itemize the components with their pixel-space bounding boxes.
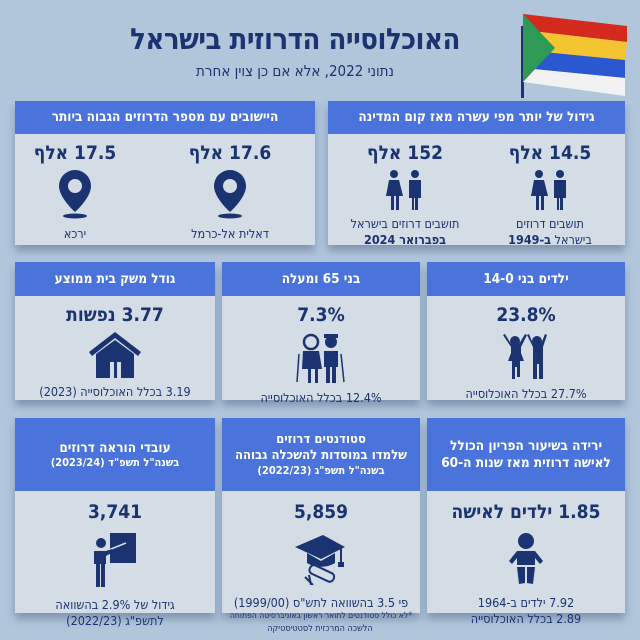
elderly-couple-icon (296, 333, 345, 383)
druze-flag-icon (521, 14, 627, 98)
teachers-title-line2: בשנה"ל תשפ"ד (2023/24) (50, 456, 180, 469)
graduation-cap-icon (295, 535, 345, 585)
map-pin-icon (214, 170, 246, 219)
source-credit: הלשכה המרכזית לסטטיסטיקה (267, 624, 373, 634)
label-date: בפברואר 2024 (364, 232, 446, 248)
localities-card-title: היישובים עם מספר הדרוזים הגבוה ביותר (15, 101, 315, 134)
baby-icon (509, 533, 543, 584)
students-title-line1: סטודנטים דרוזים (276, 432, 366, 448)
comparison-note: פי 3.5 בהשוואה לתש"ס (1999/00) (233, 595, 409, 610)
page-subtitle: נתוני 2022, אלא אם כן צוין אחרת (196, 62, 394, 80)
growth-card-title: גידול של יותר מפי עשרה מאז קום המדינה (328, 101, 625, 134)
footnote: *לא כולל סטודנטים לתואר ראשון באוניברסיט… (229, 611, 413, 622)
fertility-1964: 7.92 ילדים ב-1964 (477, 595, 575, 610)
students-card: סטודנטים דרוזים שלמדו במוסדות להשכלה גבו… (222, 418, 420, 621)
students-title-line2: שלמדו במוסדות להשכלה גבוהה (234, 447, 408, 463)
value: 14.5 אלף (508, 142, 592, 164)
value: 1.85 ילדים לאישה (451, 501, 601, 523)
locality-name: דאלית אל-כרמל (191, 226, 269, 241)
label-year: ב-1949 (508, 232, 552, 248)
teachers-title-line1: עובדי הוראה דרוזים (59, 439, 171, 456)
value: 7.3% (297, 304, 345, 326)
comparison-note: 2.89 בכלל האוכלוסייה (470, 611, 582, 627)
household-card-title: גודל משק בית ממוצע (15, 262, 215, 296)
elderly-card-title: בני 65 ומעלה (222, 262, 420, 296)
growth-note: גידול של 2.9% בהשוואה (55, 597, 175, 612)
growth-note-year: לתשפ"ג (2022/23) (66, 613, 164, 629)
elderly-card: בני 65 ומעלה 7.3% 12.4% בכלל האוכלוסייה (222, 262, 420, 405)
page-title: האוכלוסייה הדרוזית בישראל (130, 22, 460, 56)
value: 152 אלף (367, 142, 443, 164)
growth-1949: 14.5 אלף תושבים דרוזים בישראל ב-1949 (495, 134, 605, 249)
students-title-line3: בשנה"ל תשפ"ג (2022/23) (257, 463, 385, 477)
growth-2024: 152 אלף תושבים דרוזים בישראל בפברואר 202… (345, 134, 465, 249)
label: תושבים דרוזים בישראל (350, 216, 460, 231)
comparison-note: 3.19 בכלל האוכלוסייה (2023) (39, 384, 191, 399)
locality-yarka: 17.5 אלף ירכא (25, 134, 125, 242)
localities-card: היישובים עם מספר הדרוזים הגבוה ביותר 17.… (15, 101, 315, 245)
man-woman-icon (531, 170, 566, 210)
map-pin-icon (59, 170, 91, 219)
house-icon (89, 332, 141, 378)
teachers-card: עובדי הוראה דרוזים בשנה"ל תשפ"ד (2023/24… (15, 418, 215, 628)
value: 17.6 אלף (188, 142, 272, 164)
value: 3.77 נפשות (66, 304, 164, 326)
value: 23.8% (496, 304, 556, 326)
fertility-title-line2: לאישה דרוזית מאז שנות ה-60 (441, 454, 611, 471)
value: 3,741 (87, 501, 143, 523)
value: 5,859 (293, 501, 349, 523)
fertility-title-line1: ירידה בשיעור הפריון הכולל (450, 438, 603, 455)
comparison-note: 12.4% בכלל האוכלוסייה (260, 390, 382, 405)
fertility-card: ירידה בשיעור הפריון הכולל לאישה דרוזית מ… (427, 418, 625, 626)
comparison-note: 27.7% בכלל האוכלוסייה (465, 386, 587, 401)
household-card: גודל משק בית ממוצע 3.77 נפשות 3.19 בכלל … (15, 262, 215, 400)
locality-name: ירכא (63, 226, 87, 241)
locality-daliyat: 17.6 אלף דאלית אל-כרמל (175, 134, 285, 242)
children-icon (503, 334, 547, 379)
growth-card: גידול של יותר מפי עשרה מאז קום המדינה 14… (328, 101, 625, 247)
value: 17.5 אלף (33, 142, 117, 164)
label: בישראל (551, 232, 592, 248)
label: תושבים דרוזים (516, 216, 584, 231)
children-card-title: ילדים בני 14-0 (427, 262, 625, 296)
children-card: ילדים בני 14-0 23.8% 27.7% בכלל האוכלוסי… (427, 262, 625, 401)
man-woman-icon (386, 170, 421, 210)
teacher-icon (94, 533, 136, 587)
